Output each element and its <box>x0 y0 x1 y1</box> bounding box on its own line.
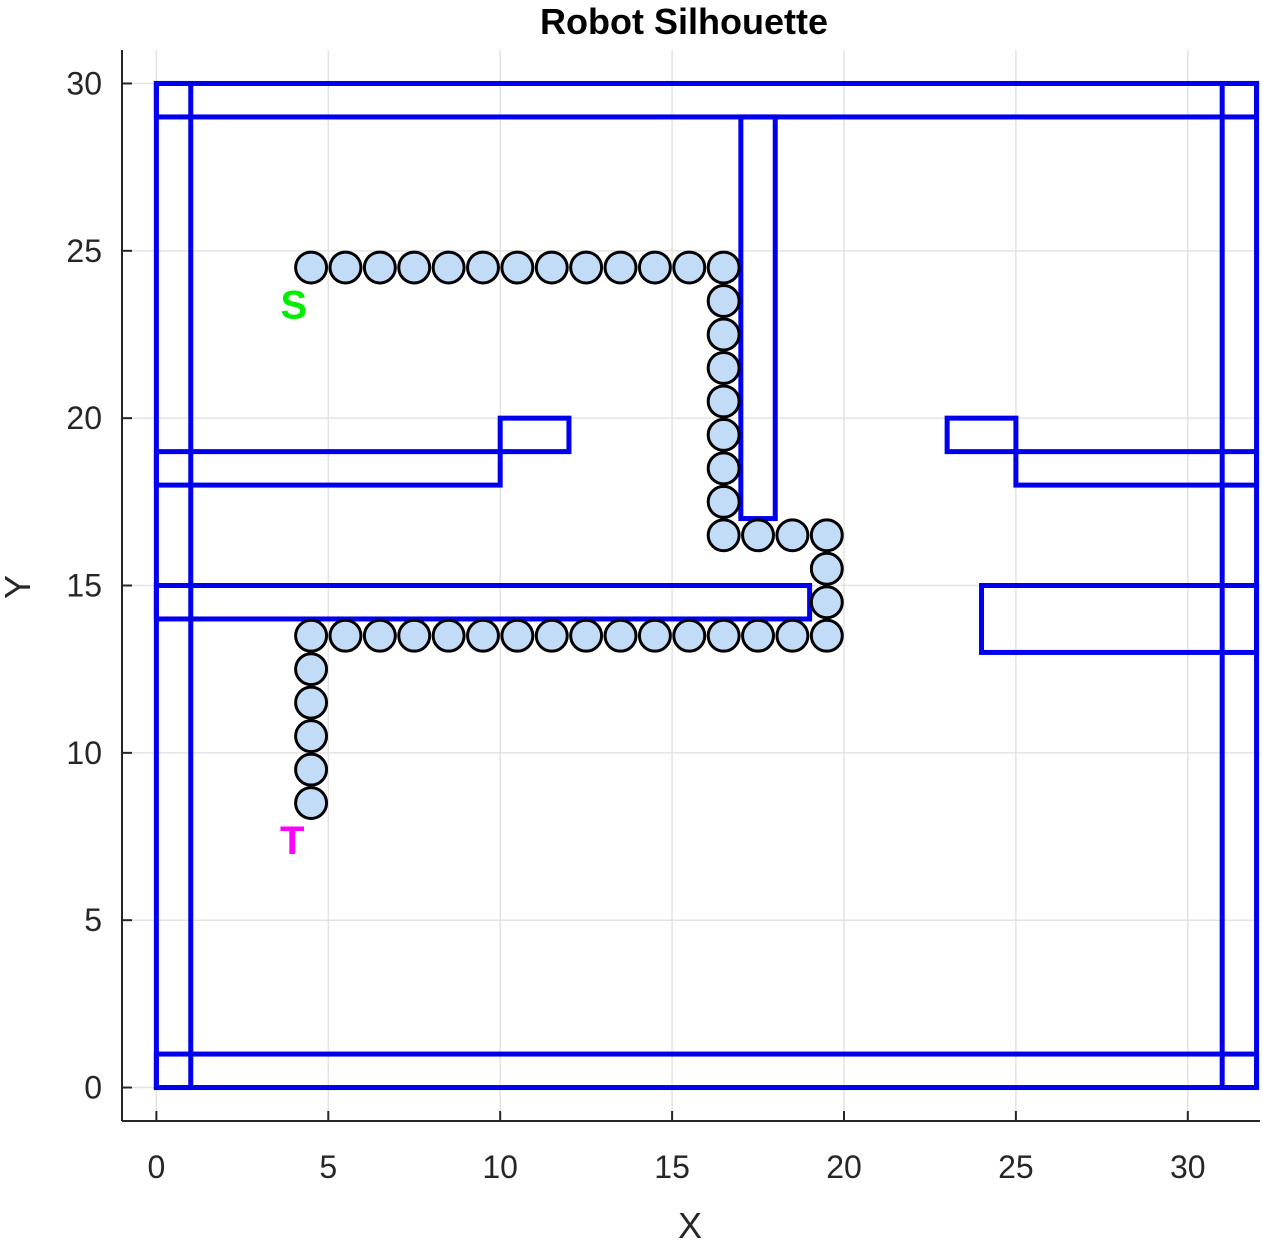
robot-circle <box>362 250 397 285</box>
robot-circle <box>500 250 535 285</box>
x-tick-label: 20 <box>826 1149 862 1185</box>
robot-circle <box>328 618 363 653</box>
robot-circle <box>672 618 707 653</box>
robot-circle <box>775 518 810 553</box>
x-tick-label: 25 <box>998 1149 1034 1185</box>
robot-circle <box>706 451 741 486</box>
robot-circle <box>294 685 329 720</box>
robot-circle <box>706 317 741 352</box>
x-tick-label: 10 <box>482 1149 518 1185</box>
robot-circle <box>569 250 604 285</box>
robot-circle <box>466 250 500 285</box>
robot-circle <box>294 752 329 787</box>
robot-circle <box>706 484 741 519</box>
robot-circle <box>500 618 535 653</box>
x-axis-label: X <box>678 1205 702 1243</box>
robot-circle <box>294 250 329 285</box>
y-tick-label: 5 <box>84 902 102 938</box>
target-label: T <box>280 819 304 863</box>
y-tick-label: 30 <box>66 65 102 101</box>
robot-circle <box>637 250 672 285</box>
x-tick-label: 5 <box>319 1149 337 1185</box>
robot-circle <box>706 384 741 419</box>
obstacle-rect <box>979 583 1260 655</box>
chart-title: Robot Silhouette <box>540 1 828 42</box>
robot-circle <box>294 786 329 821</box>
x-tick-label: 0 <box>147 1149 165 1185</box>
robot-circle <box>706 518 741 553</box>
obstacle-rect <box>497 415 572 455</box>
robot-circle <box>362 618 397 653</box>
robot-circle <box>294 618 329 653</box>
obstacle-rect <box>153 449 503 488</box>
y-tick-label: 10 <box>66 735 102 771</box>
robot-circle <box>328 250 363 285</box>
y-tick-label: 20 <box>66 400 102 436</box>
obstacle-walls <box>153 80 1260 1091</box>
robot-circle <box>706 350 741 385</box>
robot-circle <box>397 250 432 285</box>
robot-circle <box>706 284 741 318</box>
x-tick-label: 15 <box>654 1149 690 1185</box>
robot-circle <box>672 250 707 285</box>
robot-circle <box>809 618 844 653</box>
y-tick-label: 25 <box>66 233 102 269</box>
robot-circle <box>569 618 604 653</box>
x-tick-label: 30 <box>1170 1149 1206 1185</box>
robot-circle <box>603 250 638 285</box>
annotations: ST <box>280 283 307 863</box>
y-axis-label: Y <box>0 575 38 599</box>
robot-circle <box>706 250 741 285</box>
robot-circle <box>397 618 432 653</box>
robot-circle <box>706 417 741 452</box>
robot-circle <box>534 250 569 285</box>
y-tick-label: 0 <box>84 1070 102 1106</box>
robot-circle <box>294 719 329 754</box>
robot-circle <box>431 250 466 285</box>
robot-circle <box>294 652 329 687</box>
robot-circle <box>603 618 638 653</box>
robot-circle <box>775 618 810 653</box>
robot-circle <box>534 618 569 653</box>
robot-circle <box>637 618 672 653</box>
robot-circle <box>809 551 844 586</box>
robot-circle <box>706 618 741 653</box>
robot-circle <box>809 585 844 620</box>
robot-circle <box>431 618 466 653</box>
robot-circle <box>741 518 776 553</box>
obstacle-rect <box>1013 449 1260 488</box>
y-tick-label: 15 <box>66 568 102 604</box>
robot-circle <box>809 518 844 553</box>
robot-path <box>294 250 844 821</box>
axes: 0 5 10 15 20 25 30 0 5 10 15 20 25 30 <box>66 50 1260 1185</box>
robot-circle <box>741 618 776 653</box>
obstacle-rect <box>944 415 1019 455</box>
start-label: S <box>281 283 308 327</box>
robot-circle <box>466 618 500 653</box>
